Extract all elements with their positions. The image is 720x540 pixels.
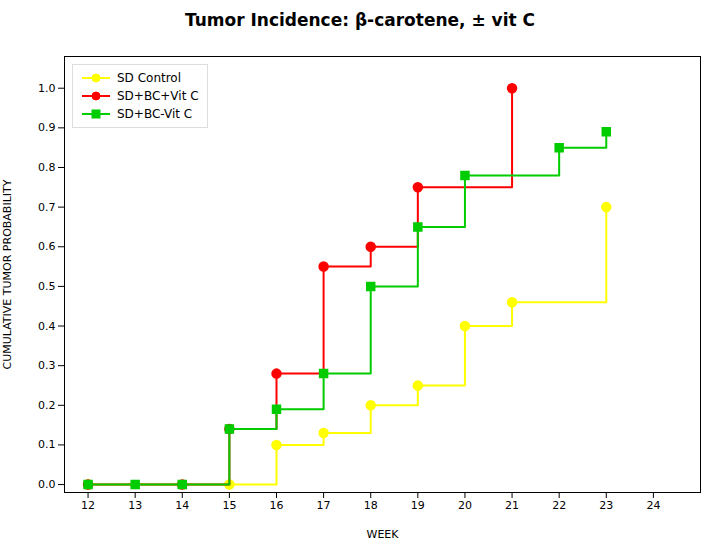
svg-text:CUMULATIVE TUMOR PROBABILITY: CUMULATIVE TUMOR PROBABILITY: [1, 179, 14, 369]
svg-text:16: 16: [270, 499, 284, 512]
html-text:SD+BC-Vit C: SD+BC-Vit C: [117, 107, 193, 121]
svg-text:14: 14: [175, 499, 189, 512]
svg-text:WEEK: WEEK: [367, 528, 400, 540]
svg-text:0.6: 0.6: [38, 240, 56, 253]
svg-text:15: 15: [222, 499, 236, 512]
svg-text:20: 20: [458, 499, 472, 512]
svg-text:17: 17: [317, 499, 331, 512]
html-text:SD Control: SD Control: [117, 71, 182, 85]
svg-text:22: 22: [552, 499, 566, 512]
svg-text:13: 13: [128, 499, 142, 512]
html-text:Tumor Incidence: β-carotene, ±: Tumor Incidence: β-carotene, ± vit C: [185, 10, 535, 30]
svg-text:0.3: 0.3: [38, 359, 56, 372]
svg-text:23: 23: [599, 499, 613, 512]
svg-text:12: 12: [81, 499, 95, 512]
svg-text:0.5: 0.5: [38, 280, 56, 293]
svg-text:0.4: 0.4: [38, 320, 56, 333]
svg-text:21: 21: [505, 499, 519, 512]
svg-text:0.1: 0.1: [38, 438, 56, 451]
svg-text:0.2: 0.2: [38, 399, 56, 412]
svg-text:0.7: 0.7: [38, 201, 56, 214]
html-text:SD+BC+Vit C: SD+BC+Vit C: [117, 89, 199, 103]
svg-text:0.9: 0.9: [38, 121, 56, 134]
svg-text:0.0: 0.0: [38, 478, 56, 491]
svg-text:24: 24: [646, 499, 660, 512]
svg-text:1.0: 1.0: [38, 82, 56, 95]
svg-text:19: 19: [411, 499, 425, 512]
svg-text:18: 18: [364, 499, 378, 512]
svg-text:0.8: 0.8: [38, 161, 56, 174]
